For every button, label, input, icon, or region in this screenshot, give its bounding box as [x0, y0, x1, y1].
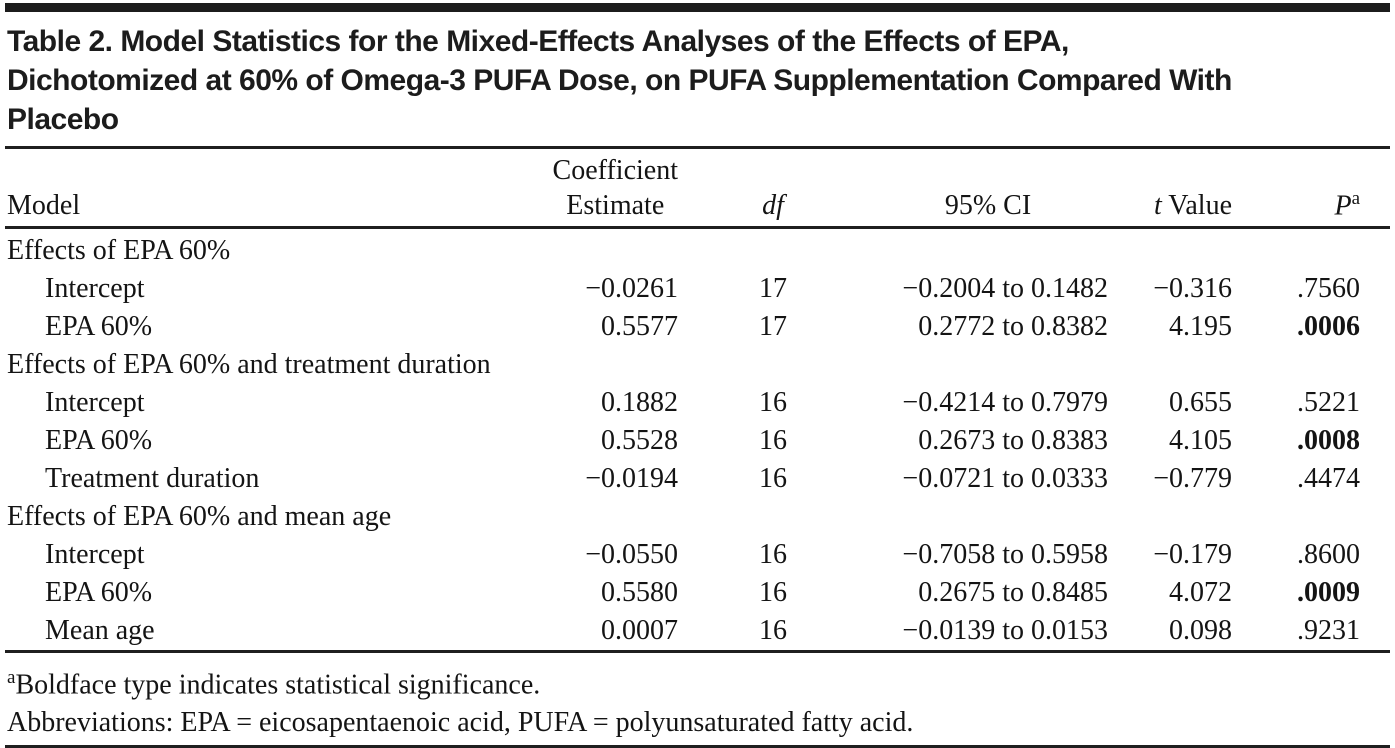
table-row: Intercept 0.1882 16 −0.4214 to 0.7979 0.… [5, 384, 1390, 422]
column-header-p: Pa [1232, 149, 1390, 229]
cell-coefficient: −0.0194 [585, 463, 678, 494]
cell-coefficient: −0.0550 [585, 539, 678, 570]
cell-p-value-significant: .0008 [1297, 425, 1360, 456]
cell-t-value: 4.105 [1169, 425, 1232, 456]
cell-ci: −0.0721 to 0.0333 [902, 463, 1108, 494]
cell-t-value: −0.179 [1153, 539, 1232, 570]
cell-ci: 0.2772 to 0.8382 [918, 311, 1108, 342]
cell-model: Mean age [45, 615, 155, 646]
cell-section-label: Effects of EPA 60% and mean age [7, 501, 392, 532]
cell-ci: 0.2675 to 0.8485 [918, 577, 1108, 608]
column-header-coefficient-estimate: Coefficient Estimate [528, 149, 678, 229]
section-row-effects-epa-60-mean-age: Effects of EPA 60% and mean age [5, 498, 1390, 536]
cell-coefficient: 0.1882 [601, 387, 678, 418]
cell-t-value: 4.195 [1169, 311, 1232, 342]
column-header-coefficient-line2: Estimate [566, 190, 665, 221]
cell-p-value: .7560 [1297, 273, 1360, 304]
column-header-model: Model [5, 149, 528, 229]
cell-df: 17 [759, 311, 787, 342]
cell-t-value: −0.316 [1153, 273, 1232, 304]
cell-p-value: .5221 [1297, 387, 1360, 418]
cell-model: EPA 60% [45, 425, 153, 456]
footnote-abbreviations: Abbreviations: EPA = eicosapentaenoic ac… [7, 707, 914, 739]
column-header-coefficient-line1: Coefficient [552, 155, 678, 186]
table-body: Effects of EPA 60% Intercept −0.0261 17 … [5, 228, 1390, 651]
table-row: Intercept −0.0550 16 −0.7058 to 0.5958 −… [5, 536, 1390, 574]
cell-p-value: .8600 [1297, 539, 1360, 570]
column-header-ci: 95% CI [868, 149, 1108, 229]
cell-model: Intercept [45, 273, 145, 304]
column-header-t-value: t Value [1108, 149, 1232, 229]
cell-section-label: Effects of EPA 60% and treatment duratio… [7, 349, 491, 380]
cell-p-value-significant: .0009 [1297, 577, 1360, 608]
cell-p-value: .9231 [1297, 615, 1360, 646]
title-rule [5, 146, 1390, 149]
cell-df: 16 [759, 615, 787, 646]
table-row: Intercept −0.0261 17 −0.2004 to 0.1482 −… [5, 270, 1390, 308]
table-title-line-2: Dichotomized at 60% of Omega-3 PUFA Dose… [7, 64, 1232, 97]
top-rule [5, 3, 1390, 12]
table-header: Model Coefficient Estimate df 95% CI t V… [5, 149, 1390, 229]
cell-df: 16 [759, 463, 787, 494]
table-title: Table 2. Model Statistics for the Mixed-… [7, 22, 1390, 139]
table-row: EPA 60% 0.5577 17 0.2772 to 0.8382 4.195… [5, 308, 1390, 346]
column-header-df: df [678, 149, 868, 229]
cell-ci: 0.2673 to 0.8383 [918, 425, 1108, 456]
cell-df: 16 [759, 539, 787, 570]
cell-t-value: 0.098 [1169, 615, 1232, 646]
footnote-marker-a: a [7, 667, 16, 688]
section-row-effects-epa-60: Effects of EPA 60% [5, 228, 1390, 271]
cell-df: 16 [759, 387, 787, 418]
cell-coefficient: 0.5577 [601, 311, 678, 342]
table-row: Mean age 0.0007 16 −0.0139 to 0.0153 0.0… [5, 612, 1390, 650]
paper-table-figure: Table 2. Model Statistics for the Mixed-… [0, 3, 1395, 748]
table-title-line-1: Table 2. Model Statistics for the Mixed-… [7, 25, 1069, 58]
cell-section-label: Effects of EPA 60% [7, 235, 231, 266]
cell-df: 17 [759, 273, 787, 304]
cell-model: Treatment duration [45, 463, 260, 494]
cell-ci: −0.0139 to 0.0153 [902, 615, 1108, 646]
cell-coefficient: 0.5528 [601, 425, 678, 456]
cell-ci: −0.7058 to 0.5958 [902, 539, 1108, 570]
model-statistics-table: Model Coefficient Estimate df 95% CI t V… [5, 149, 1390, 650]
section-row-effects-epa-60-treatment-duration: Effects of EPA 60% and treatment duratio… [5, 346, 1390, 384]
cell-model: Intercept [45, 387, 145, 418]
cell-model: Intercept [45, 539, 145, 570]
table-bottom-rule [5, 650, 1390, 653]
cell-coefficient: 0.0007 [601, 615, 678, 646]
table-row: EPA 60% 0.5528 16 0.2673 to 0.8383 4.105… [5, 422, 1390, 460]
footnote-significance: aBoldface type indicates statistical sig… [7, 667, 541, 701]
cell-coefficient: −0.0261 [585, 273, 678, 304]
cell-df: 16 [759, 577, 787, 608]
table-row: EPA 60% 0.5580 16 0.2675 to 0.8485 4.072… [5, 574, 1390, 612]
cell-model: EPA 60% [45, 311, 153, 342]
cell-t-value: 0.655 [1169, 387, 1232, 418]
cell-ci: −0.2004 to 0.1482 [902, 273, 1108, 304]
cell-p-value: .4474 [1297, 463, 1360, 494]
cell-df: 16 [759, 425, 787, 456]
cell-p-value-significant: .0006 [1297, 311, 1360, 342]
cell-t-value: 4.072 [1169, 577, 1232, 608]
table-footnotes: aBoldface type indicates statistical sig… [5, 653, 1390, 742]
table-title-line-3: Placebo [7, 103, 119, 136]
table-row: Treatment duration −0.0194 16 −0.0721 to… [5, 460, 1390, 498]
cell-coefficient: 0.5580 [601, 577, 678, 608]
cell-ci: −0.4214 to 0.7979 [902, 387, 1108, 418]
cell-model: EPA 60% [45, 577, 153, 608]
cell-t-value: −0.779 [1153, 463, 1232, 494]
